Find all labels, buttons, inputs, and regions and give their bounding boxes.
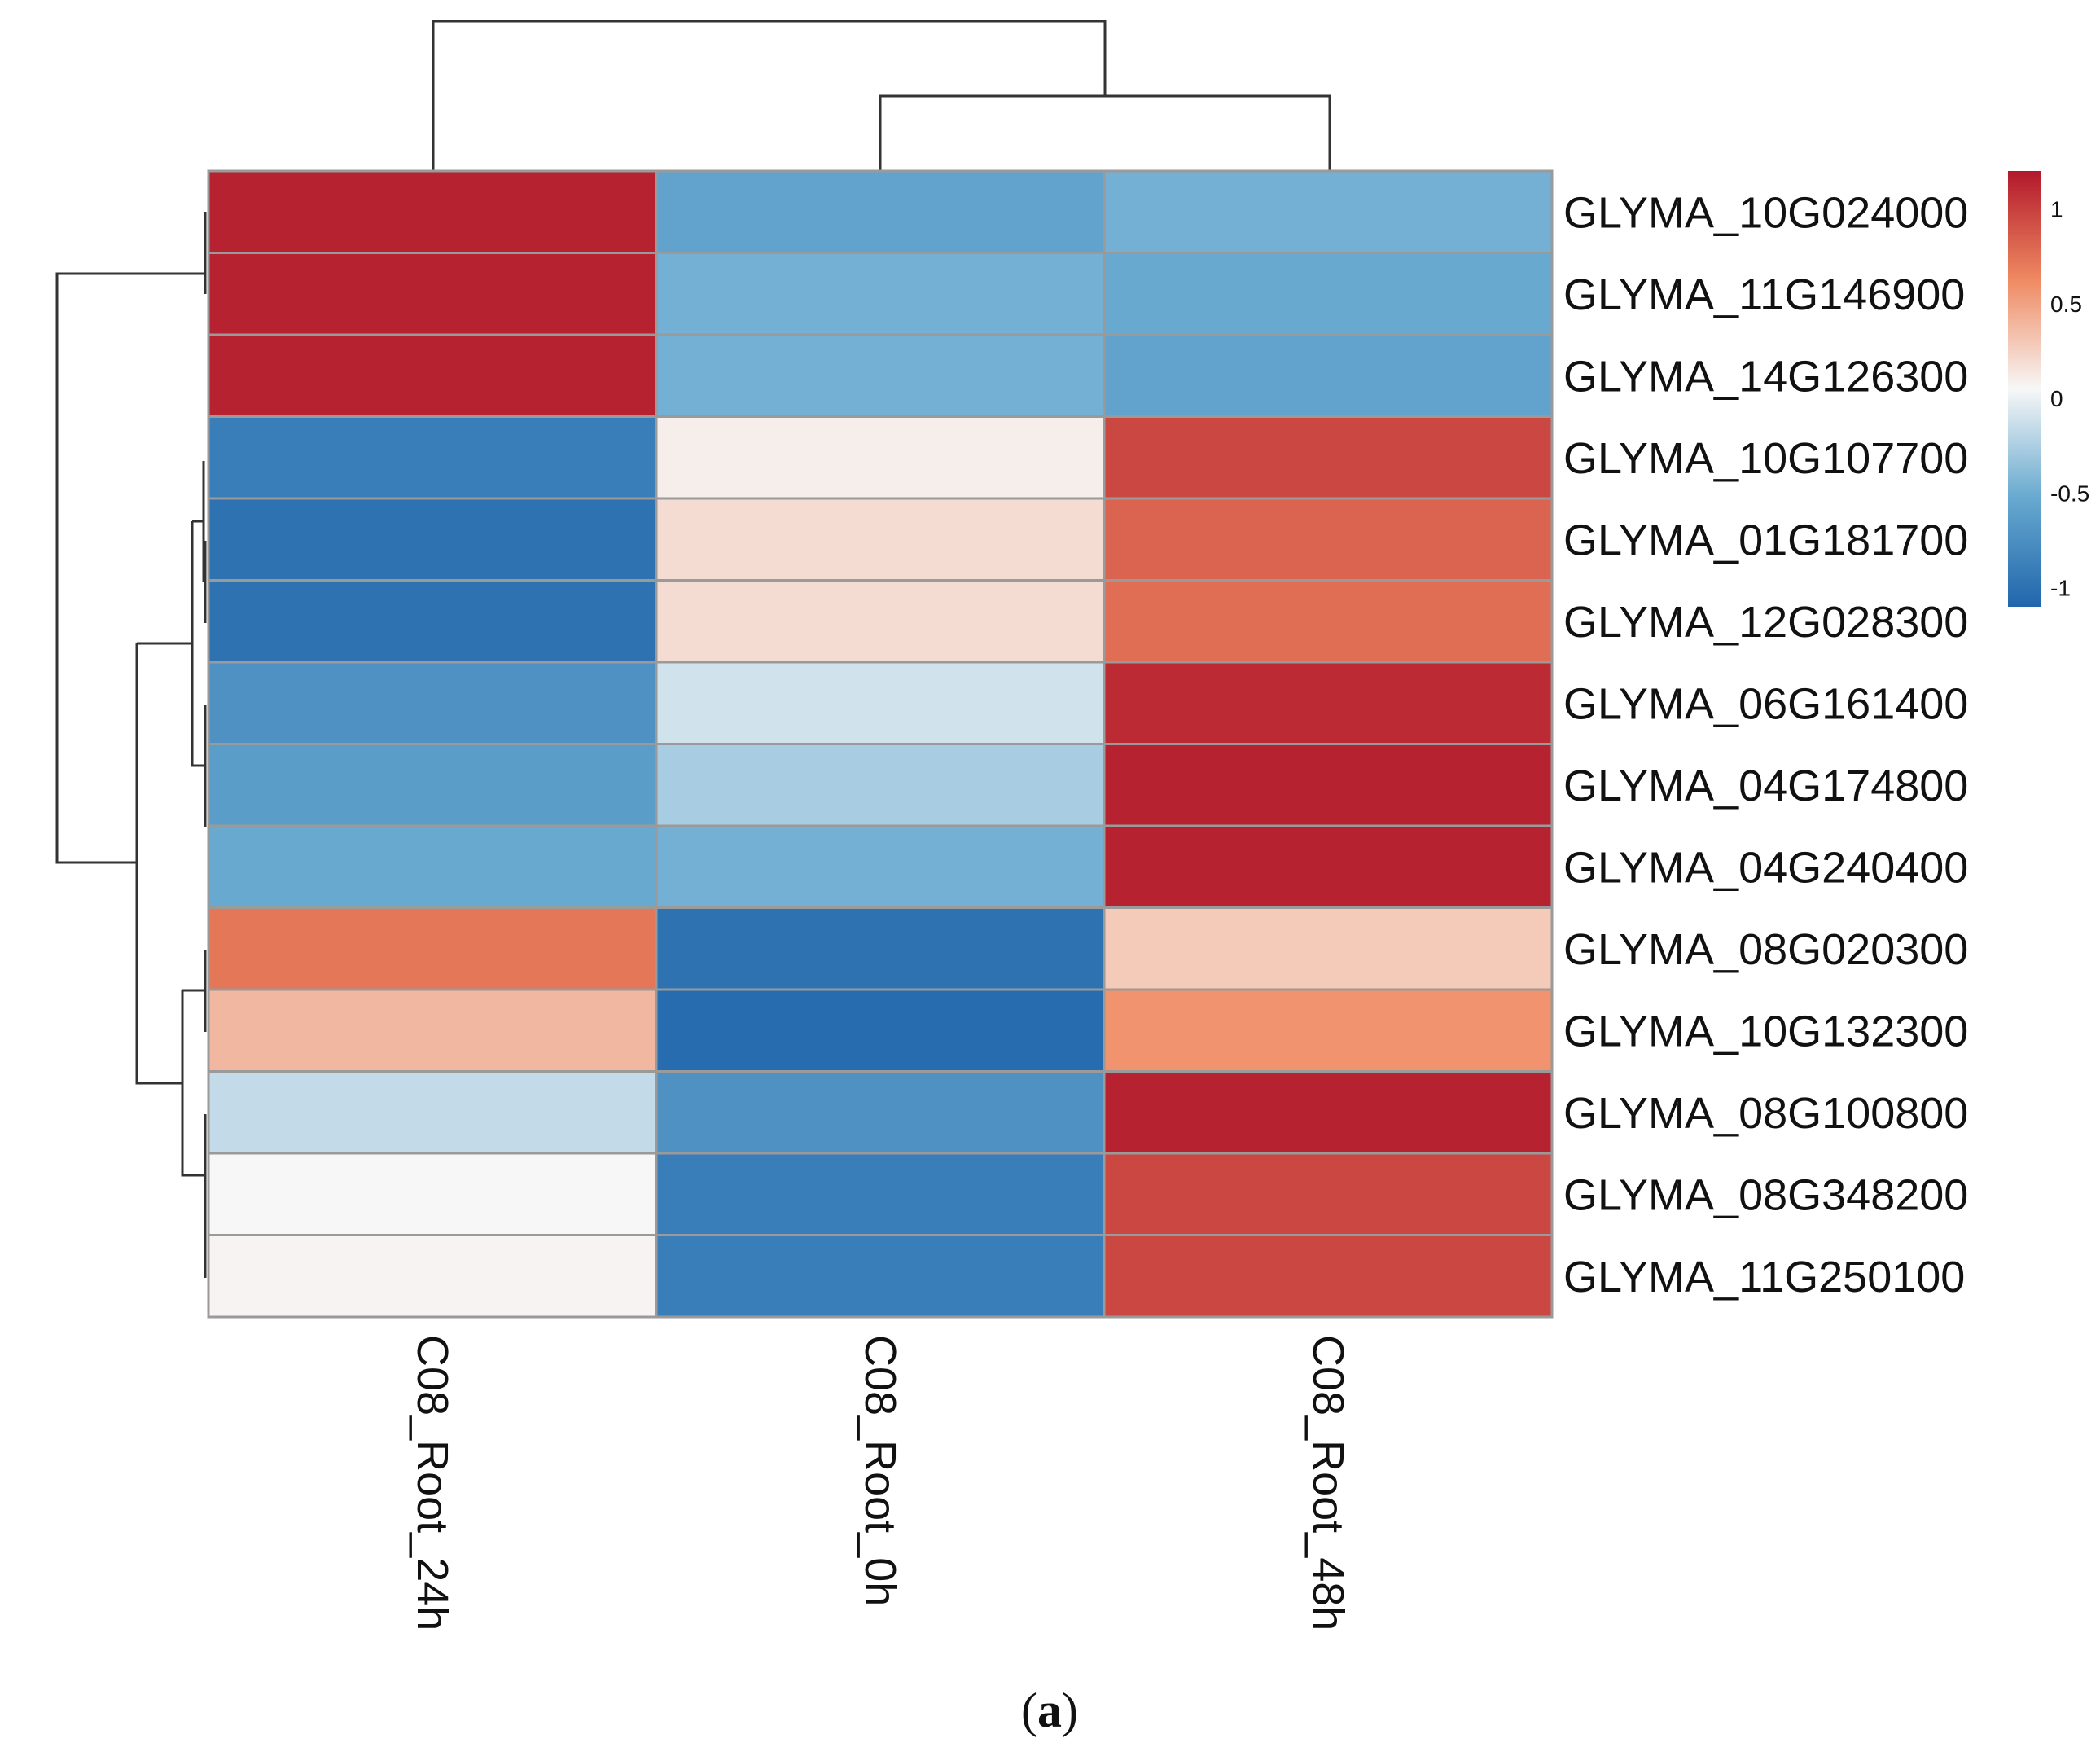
heatmap-cell-GLYMA_06G161400-C08_Root_48h bbox=[1103, 661, 1554, 745]
row-label: GLYMA_11G146900 bbox=[1563, 270, 1965, 319]
heatmap-cell-GLYMA_08G020300-C08_Root_24h bbox=[207, 906, 658, 991]
heatmap-cell-GLYMA_08G100800-C08_Root_24h bbox=[207, 1070, 658, 1155]
col-dendro-link-0h-48h bbox=[879, 94, 1331, 171]
row-label: GLYMA_10G132300 bbox=[1563, 1007, 1968, 1056]
row-label: GLYMA_04G174800 bbox=[1563, 762, 1968, 810]
heatmap-cell-GLYMA_04G240400-C08_Root_48h bbox=[1103, 824, 1554, 909]
legend-tick-label: 0.5 bbox=[2050, 292, 2082, 317]
heatmap-cell-GLYMA_10G107700-C08_Root_48h bbox=[1103, 415, 1554, 500]
row-dendro-link-top-join bbox=[55, 272, 205, 864]
legend-color-bar bbox=[2008, 171, 2041, 607]
row-label: GLYMA_11G250100 bbox=[1563, 1253, 1965, 1301]
heatmap-cell-GLYMA_01G181700-C08_Root_48h bbox=[1103, 497, 1554, 582]
heatmap-cell-GLYMA_01G181700-C08_Root_0h bbox=[655, 497, 1106, 582]
heatmap-cell-GLYMA_08G348200-C08_Root_24h bbox=[207, 1152, 658, 1236]
row-label: GLYMA_08G020300 bbox=[1563, 925, 1968, 974]
heatmap-cell-GLYMA_11G250100-C08_Root_48h bbox=[1103, 1234, 1554, 1319]
heatmap-cell-GLYMA_12G028300-C08_Root_24h bbox=[207, 579, 658, 664]
heatmap-cell-GLYMA_10G024000-C08_Root_24h bbox=[207, 169, 658, 254]
figure-caption: (a) bbox=[1021, 1683, 1078, 1737]
heatmap-cells bbox=[207, 169, 1554, 1319]
row-dendro-link-g bbox=[191, 520, 205, 767]
column-label: C08_Root_48h bbox=[1304, 1335, 1353, 1631]
heatmap-cell-GLYMA_10G132300-C08_Root_0h bbox=[655, 988, 1106, 1073]
row-label: GLYMA_08G100800 bbox=[1563, 1089, 1968, 1138]
caption-close: ) bbox=[1062, 1683, 1078, 1737]
heatmap-cell-GLYMA_08G020300-C08_Root_48h bbox=[1103, 906, 1554, 991]
heatmap-cell-GLYMA_08G348200-C08_Root_48h bbox=[1103, 1152, 1554, 1236]
row-dendro-link-k bbox=[181, 989, 205, 1177]
heatmap-cell-GLYMA_11G146900-C08_Root_48h bbox=[1103, 252, 1554, 336]
row-label: GLYMA_01G181700 bbox=[1563, 516, 1968, 564]
row-label: GLYMA_04G240400 bbox=[1563, 843, 1968, 892]
row-label: GLYMA_06G161400 bbox=[1563, 679, 1968, 728]
row-label: GLYMA_10G107700 bbox=[1563, 434, 1968, 483]
caption-open: ( bbox=[1021, 1683, 1037, 1737]
column-dendrogram bbox=[432, 20, 1331, 171]
column-labels: C08_Root_24h C08_Root_0h C08_Root_48h bbox=[408, 1335, 1353, 1631]
column-label: C08_Root_0h bbox=[856, 1335, 905, 1606]
legend-ticks: 1 0.5 0 -0.5 -1 bbox=[2050, 197, 2089, 601]
heatmap-cell-GLYMA_08G020300-C08_Root_0h bbox=[655, 906, 1106, 991]
legend-tick-label: -0.5 bbox=[2050, 481, 2089, 506]
legend-tick-label: -1 bbox=[2050, 576, 2071, 601]
heatmap-cell-GLYMA_10G132300-C08_Root_48h bbox=[1103, 988, 1554, 1073]
heatmap-cell-GLYMA_08G100800-C08_Root_0h bbox=[655, 1070, 1106, 1155]
heatmap-cell-GLYMA_11G146900-C08_Root_0h bbox=[655, 252, 1106, 336]
heatmap-cell-GLYMA_08G100800-C08_Root_48h bbox=[1103, 1070, 1554, 1155]
heatmap-cell-GLYMA_04G174800-C08_Root_48h bbox=[1103, 743, 1554, 827]
heatmap-cell-GLYMA_14G126300-C08_Root_0h bbox=[655, 333, 1106, 418]
heatmap-cell-GLYMA_04G174800-C08_Root_24h bbox=[207, 743, 658, 827]
row-dendrogram bbox=[55, 212, 207, 1278]
legend-tick-label: 1 bbox=[2050, 197, 2063, 222]
heatmap-cell-GLYMA_06G161400-C08_Root_24h bbox=[207, 661, 658, 745]
heatmap-cell-GLYMA_04G174800-C08_Root_0h bbox=[655, 743, 1106, 827]
row-label: GLYMA_14G126300 bbox=[1563, 352, 1968, 401]
row-dendro-link-l bbox=[135, 642, 192, 1085]
heatmap-cell-GLYMA_14G126300-C08_Root_48h bbox=[1103, 333, 1554, 418]
heatmap-cell-GLYMA_10G024000-C08_Root_48h bbox=[1103, 169, 1554, 254]
heatmap-cell-GLYMA_04G240400-C08_Root_24h bbox=[207, 824, 658, 909]
row-label: GLYMA_10G024000 bbox=[1563, 188, 1968, 237]
heatmap-cell-GLYMA_10G132300-C08_Root_24h bbox=[207, 988, 658, 1073]
heatmap-cell-GLYMA_06G161400-C08_Root_0h bbox=[655, 661, 1106, 745]
row-label: GLYMA_08G348200 bbox=[1563, 1170, 1968, 1219]
row-labels: GLYMA_10G024000 GLYMA_11G146900 GLYMA_14G1… bbox=[1563, 188, 1968, 1301]
color-legend: 1 0.5 0 -0.5 -1 bbox=[2008, 171, 2089, 607]
heatmap-cell-GLYMA_14G126300-C08_Root_24h bbox=[207, 333, 658, 418]
heatmap-cell-GLYMA_12G028300-C08_Root_0h bbox=[655, 579, 1106, 664]
legend-tick-label: 0 bbox=[2050, 386, 2063, 411]
row-label: GLYMA_12G028300 bbox=[1563, 598, 1968, 647]
heatmap-cell-GLYMA_10G024000-C08_Root_0h bbox=[655, 169, 1106, 254]
heatmap-cell-GLYMA_11G250100-C08_Root_0h bbox=[655, 1234, 1106, 1319]
heatmap-cell-GLYMA_10G107700-C08_Root_0h bbox=[655, 415, 1106, 500]
heatmap-cell-GLYMA_12G028300-C08_Root_48h bbox=[1103, 579, 1554, 664]
heatmap-cell-GLYMA_04G240400-C08_Root_0h bbox=[655, 824, 1106, 909]
caption-letter: a bbox=[1037, 1683, 1062, 1737]
column-label: C08_Root_24h bbox=[408, 1335, 457, 1631]
heatmap-cell-GLYMA_10G107700-C08_Root_24h bbox=[207, 415, 658, 500]
heatmap-cell-GLYMA_08G348200-C08_Root_0h bbox=[655, 1152, 1106, 1236]
heatmap-cell-GLYMA_11G146900-C08_Root_24h bbox=[207, 252, 658, 336]
col-dendro-link-root bbox=[432, 20, 1107, 171]
heatmap-cell-GLYMA_01G181700-C08_Root_24h bbox=[207, 497, 658, 582]
heatmap-cell-GLYMA_11G250100-C08_Root_24h bbox=[207, 1234, 658, 1319]
